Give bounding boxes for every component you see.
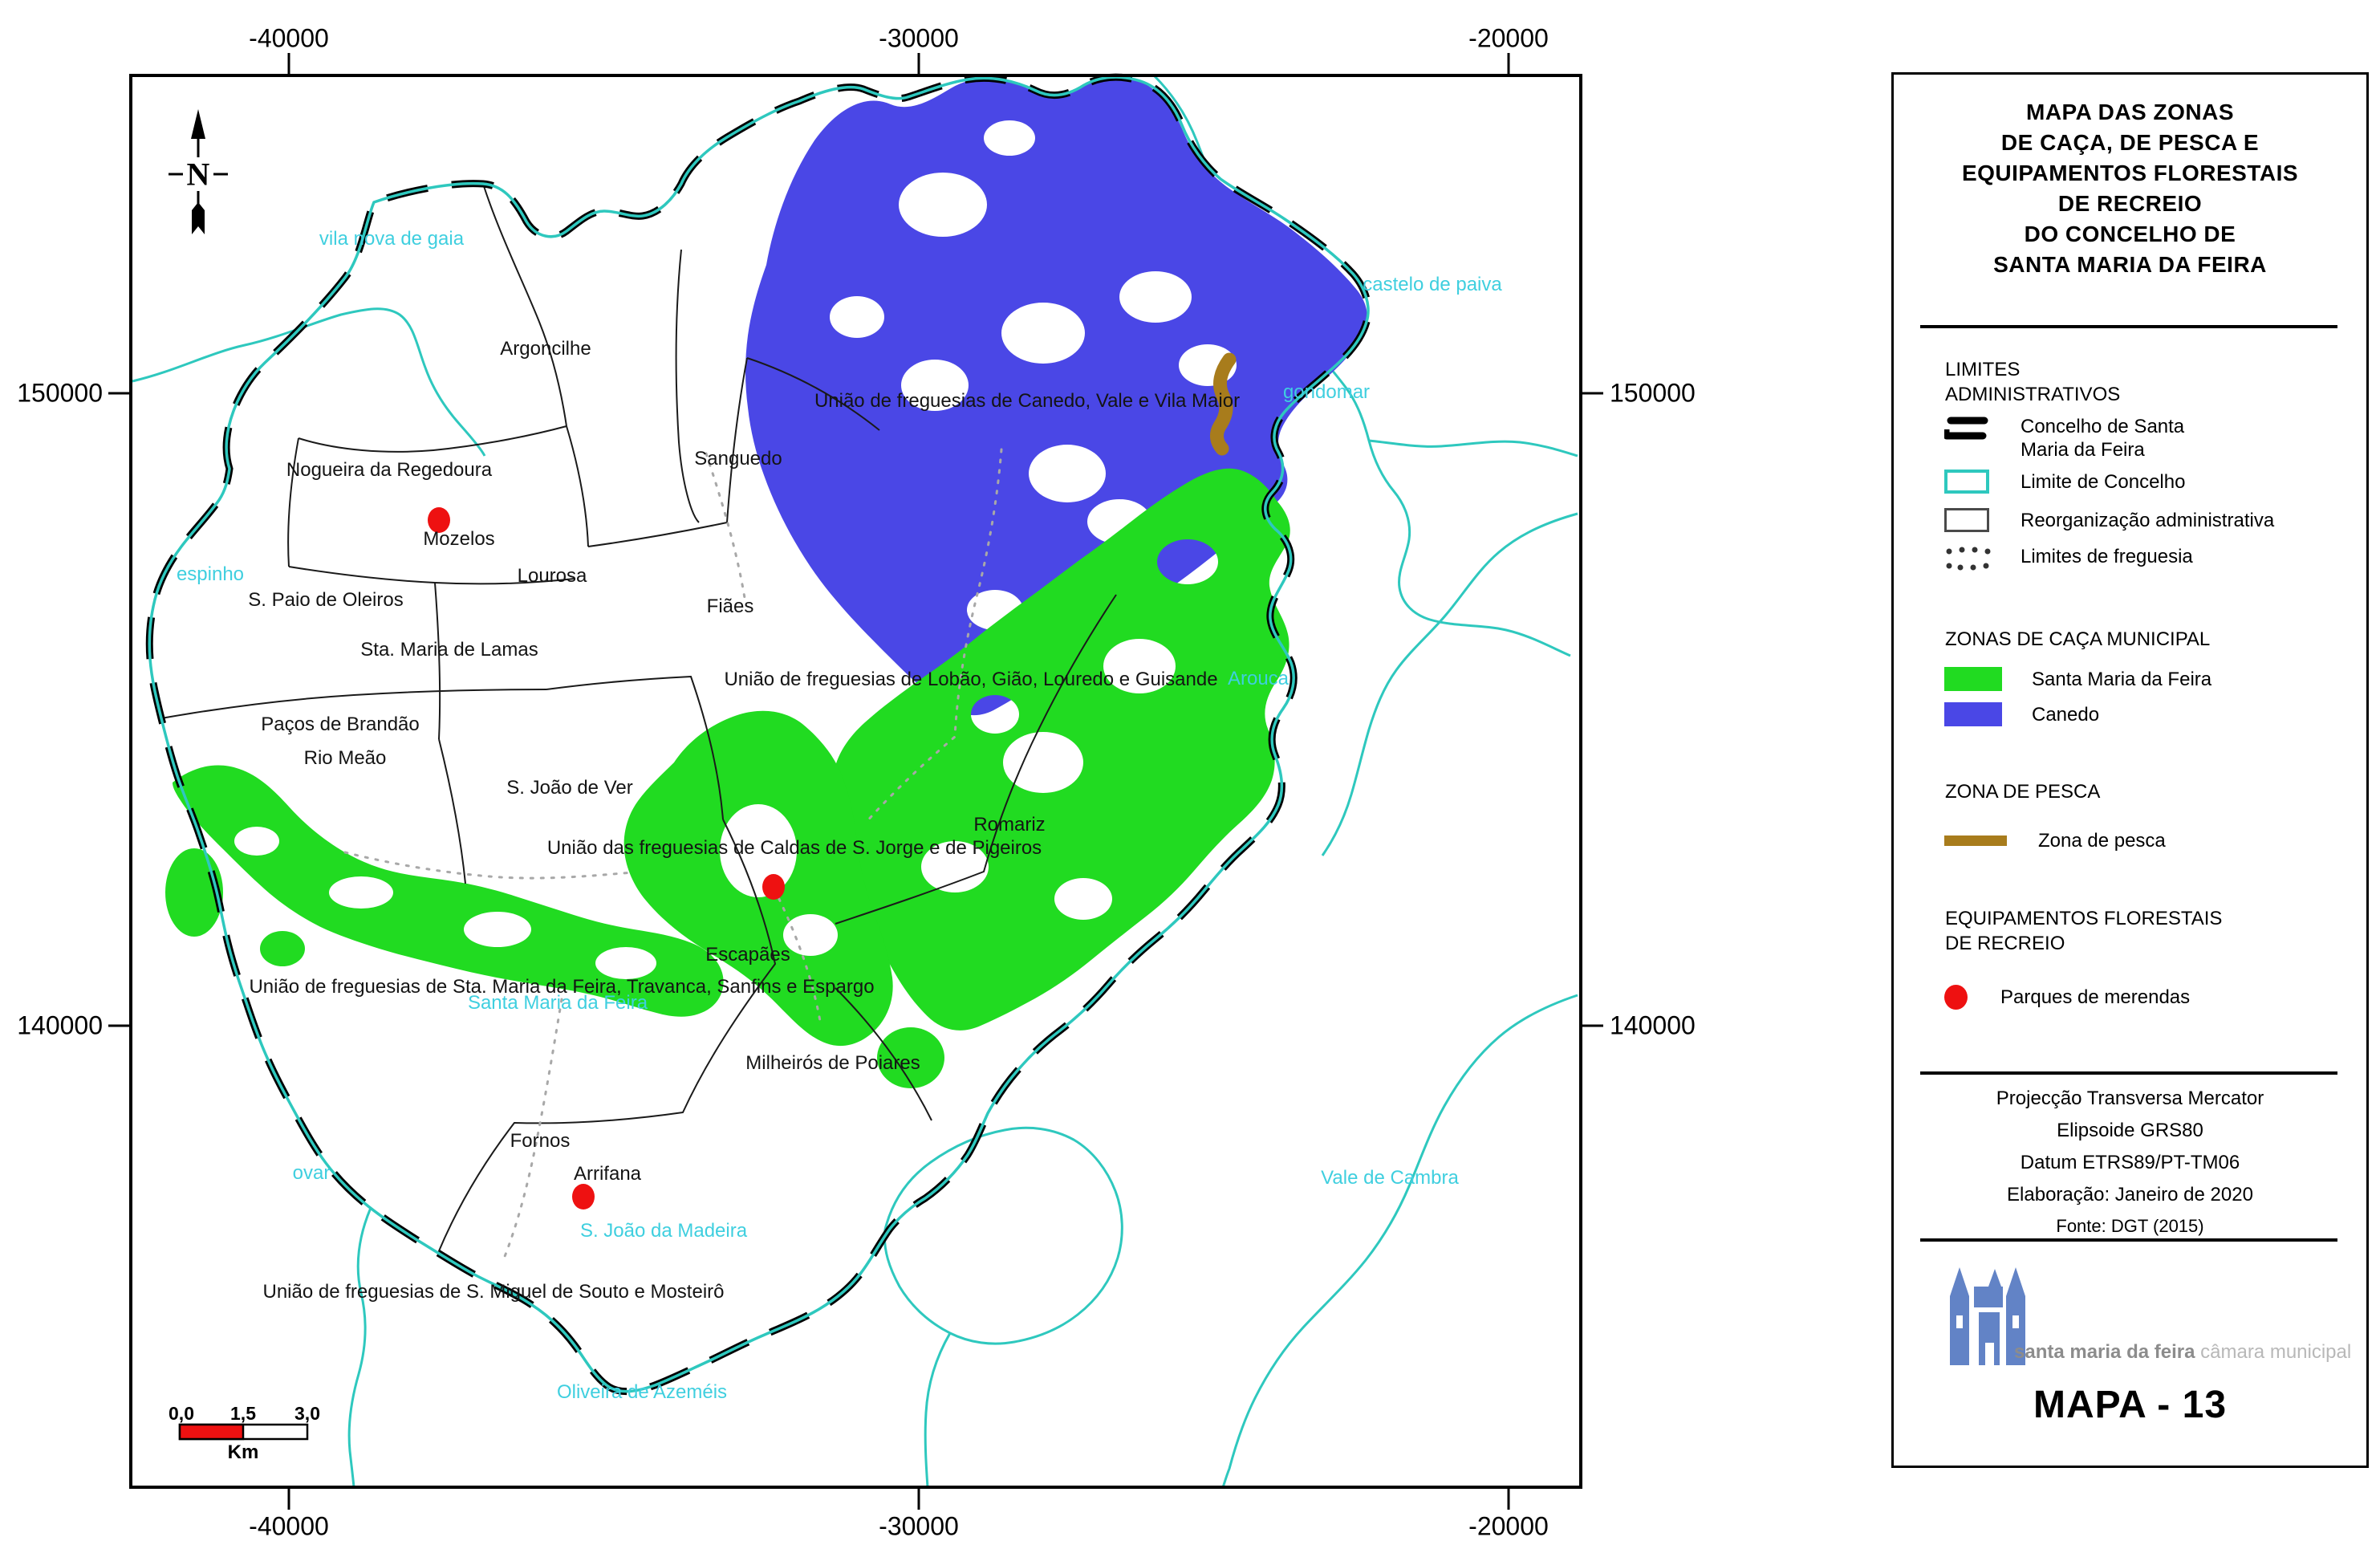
map-title: MAPA DAS ZONAS DE CAÇA, DE PESCA E EQUIP… [1894, 97, 2366, 280]
reorganizacao-swatch [1944, 508, 1989, 532]
limite-concelho-swatch [1944, 470, 1989, 494]
picnic-park-dot [572, 1184, 595, 1210]
info-line: Projecção Transversa Mercator [1996, 1088, 2264, 1109]
hunting-zone-canedo [745, 75, 1367, 716]
info-line: Elaboração: Janeiro de 2020 [2007, 1184, 2253, 1205]
smf-zone-swatch [1944, 667, 2002, 691]
map-title-line: DE CAÇA, DE PESCA E [2000, 130, 2260, 155]
scale-tick-1: 1,5 [230, 1403, 256, 1424]
legend-item-reorganizacao: Reorganização administrativa [1944, 508, 2274, 532]
municipality-logo-icon [1950, 1267, 2025, 1365]
info-line: Elipsoide GRS80 [2057, 1120, 2203, 1141]
legend-section-zona-pesca: ZONA DE PESCA [1945, 781, 2101, 803]
legend-section-zonas-caca: ZONAS DE CAÇA MUNICIPAL [1945, 628, 2211, 650]
picnic-park-dot [762, 874, 785, 900]
freguesia-dotted-lines [343, 448, 1003, 1260]
legend-item-zona-smf: Santa Maria da Feira [1944, 667, 2211, 691]
scale-bar [178, 1423, 309, 1441]
legend-item-limite-concelho: Limite de Concelho [1944, 470, 2185, 494]
legend-section-equipamentos: EQUIPAMENTOS FLORESTAIS DE RECREIO [1945, 908, 2223, 954]
map-title-line: EQUIPAMENTOS FLORESTAIS [1961, 161, 2299, 185]
north-letter: N [186, 156, 210, 193]
info-line: Fonte: DGT (2015) [2056, 1216, 2204, 1236]
info-line: Datum ETRS89/PT-TM06 [2020, 1152, 2240, 1173]
map-title-line: DO CONCELHO DE [2024, 222, 2236, 246]
scale-unit: Km [227, 1441, 259, 1463]
map-number: MAPA - 13 [2033, 1384, 2228, 1426]
axis-ticks [108, 53, 1603, 1510]
map-title-line: MAPA DAS ZONAS [2026, 100, 2234, 124]
concelho-cyan-outline [148, 75, 1370, 1393]
concelho-boundary [145, 73, 1372, 1396]
legend-item-concelho: Concelho de Santa Maria da Feira [1944, 416, 2185, 461]
hunting-zone-santa-maria-da-feira [165, 468, 1290, 1088]
legend-section-limites: LIMITES ADMINISTRATIVOS [1945, 359, 2121, 405]
picnic-park-dot [428, 507, 450, 533]
legend-item-parques: Parques de merendas [1944, 985, 2190, 1010]
fishing-zone [1209, 352, 1237, 456]
map-frame [129, 74, 1582, 1489]
legend-panel: MAPA DAS ZONAS DE CAÇA, DE PESCA E EQUIP… [1891, 72, 2369, 1468]
legend-item-zona-pesca: Zona de pesca [1944, 829, 2166, 852]
divider [1920, 1238, 2337, 1242]
scale-tick-0: 0,0 [169, 1403, 194, 1424]
divider [1920, 325, 2337, 328]
legend-item-limites-freguesia: Limites de freguesia [1944, 545, 2193, 571]
canedo-zone-swatch [1944, 702, 2002, 726]
scale-tick-2: 3,0 [294, 1403, 320, 1424]
parques-dot-swatch [1944, 985, 1968, 1010]
divider [1920, 1071, 2337, 1075]
picnic-parks-layer [428, 507, 785, 1210]
map-title-line: SANTA MARIA DA FEIRA [1993, 252, 2267, 277]
municipality-logo-text: santa maria da feira câmara municipal [2014, 1341, 2352, 1363]
legend-item-zona-canedo: Canedo [1944, 702, 2099, 726]
freguesia-boundary-lines [160, 183, 1117, 1254]
pesca-swatch [1944, 835, 2007, 846]
map-title-line: DE RECREIO [2057, 191, 2203, 216]
north-arrow-icon [169, 109, 228, 234]
